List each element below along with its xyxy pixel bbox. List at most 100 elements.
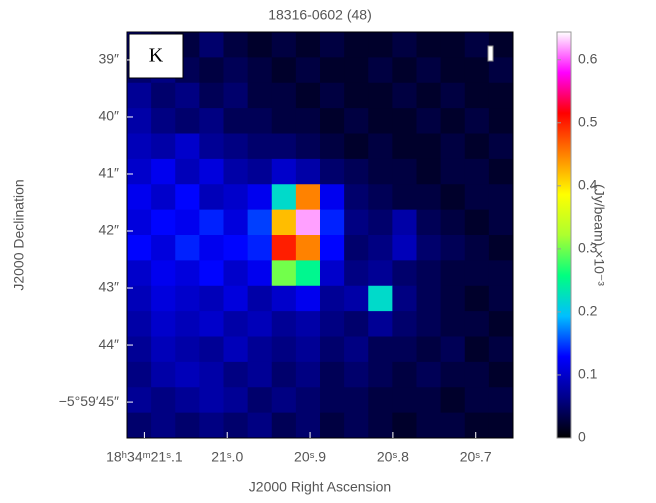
heatmap-cell (127, 260, 152, 287)
heatmap-cell (488, 361, 514, 388)
heatmap-cell (151, 158, 176, 185)
heatmap-cell (392, 412, 417, 439)
heatmap-cell (488, 285, 514, 312)
heatmap-cell (368, 32, 393, 58)
heatmap-cell (151, 235, 176, 261)
heatmap-cell (127, 82, 152, 109)
colorbar-tick-label: 0.1 (578, 366, 598, 382)
plot-frame (126, 31, 514, 439)
heatmap-cell (368, 361, 393, 388)
heatmap-cell (151, 209, 176, 236)
heatmap-cell (320, 57, 345, 84)
heatmap-cell (247, 57, 273, 84)
heatmap-cell (392, 32, 417, 58)
heatmap-cell (344, 184, 369, 211)
heatmap-cell (488, 57, 514, 84)
heatmap-cell (151, 260, 176, 287)
heatmap-cell (175, 133, 200, 160)
heatmap-cell (247, 82, 273, 109)
heatmap-cell (127, 387, 152, 414)
heatmap-cell (199, 158, 224, 185)
heatmap-cell (320, 285, 345, 312)
heatmap-cell (127, 209, 152, 236)
heatmap-cell (320, 82, 345, 109)
heatmap-cell (223, 285, 249, 312)
heatmap-cell (464, 361, 490, 388)
heatmap-cell (368, 158, 393, 185)
heatmap-cell (151, 387, 176, 414)
heatmap-cell (151, 133, 176, 160)
heatmap-cell (440, 260, 466, 287)
heatmap-cell (151, 285, 176, 312)
heatmap-cell (199, 108, 224, 134)
heatmap-cell (199, 32, 224, 58)
y-tick-label: 42″ (98, 222, 119, 238)
heatmap-cell (295, 336, 321, 363)
x-axis-label: J2000 Right Ascension (249, 479, 391, 495)
heatmap-cell (440, 336, 466, 363)
heatmap-cell (295, 57, 321, 84)
heatmap-cell (295, 311, 321, 337)
heatmap-cell (368, 235, 393, 261)
heatmap-cell (247, 235, 273, 261)
heatmap-cell (151, 336, 176, 363)
heatmap-cell (175, 361, 200, 388)
heatmap-cell (416, 209, 442, 236)
heatmap-cell (247, 209, 273, 236)
heatmap-cell (127, 311, 152, 337)
heatmap-cell (320, 108, 345, 134)
heatmap-cell (440, 285, 466, 312)
heatmap-cell (392, 311, 417, 337)
heatmap-cell (295, 209, 321, 236)
heatmap-cell (271, 133, 297, 160)
heatmap-cell (223, 57, 249, 84)
heatmap-cell (368, 57, 393, 84)
heatmap-cell (223, 184, 249, 211)
heatmap-cell (271, 361, 297, 388)
heatmap-cell (271, 336, 297, 363)
heatmap-cell (295, 184, 321, 211)
heatmap-cell (392, 133, 417, 160)
heatmap-cell (416, 412, 442, 439)
heatmap-cell (464, 209, 490, 236)
heatmap-cell (247, 158, 273, 185)
heatmap-cell (271, 412, 297, 439)
heatmap-cell (488, 133, 514, 160)
heatmap-cell (271, 82, 297, 109)
heatmap-cell (416, 387, 442, 414)
heatmap-cell (223, 82, 249, 109)
heatmap-cell (368, 184, 393, 211)
heatmap-cell (271, 184, 297, 211)
heatmap-cell (247, 108, 273, 134)
heatmap-cell (320, 209, 345, 236)
heatmap-cell (464, 57, 490, 84)
colorbar-tick-label: 0.5 (578, 113, 598, 129)
heatmap-cell (344, 336, 369, 363)
colorbar-tick-label: 0 (578, 429, 586, 445)
heatmap-cell (344, 361, 369, 388)
heatmap-cell (368, 133, 393, 160)
heatmap-cell (223, 336, 249, 363)
heatmap-cell (344, 235, 369, 261)
heatmap-cell (488, 184, 514, 211)
heatmap-cell (247, 285, 273, 312)
heatmap-cell (223, 133, 249, 160)
heatmap-cell (344, 57, 369, 84)
heatmap-cell (175, 235, 200, 261)
colorbar-label: (Jy/beam) ×10⁻³ (591, 184, 607, 286)
heatmap-cell (295, 412, 321, 439)
heatmap-cell (368, 311, 393, 337)
heatmap-cell (199, 235, 224, 261)
heatmap-cell (271, 260, 297, 287)
heatmap-cell (344, 387, 369, 414)
heatmap-cell (416, 235, 442, 261)
heatmap-cell (416, 133, 442, 160)
x-tick-label: 20ˢ.9 (294, 449, 326, 465)
heatmap-cell (247, 336, 273, 363)
heatmap-cell (440, 361, 466, 388)
heatmap-cell (464, 158, 490, 185)
heatmap-cell (464, 184, 490, 211)
heatmap-cell (392, 184, 417, 211)
heatmap-cell (199, 412, 224, 439)
